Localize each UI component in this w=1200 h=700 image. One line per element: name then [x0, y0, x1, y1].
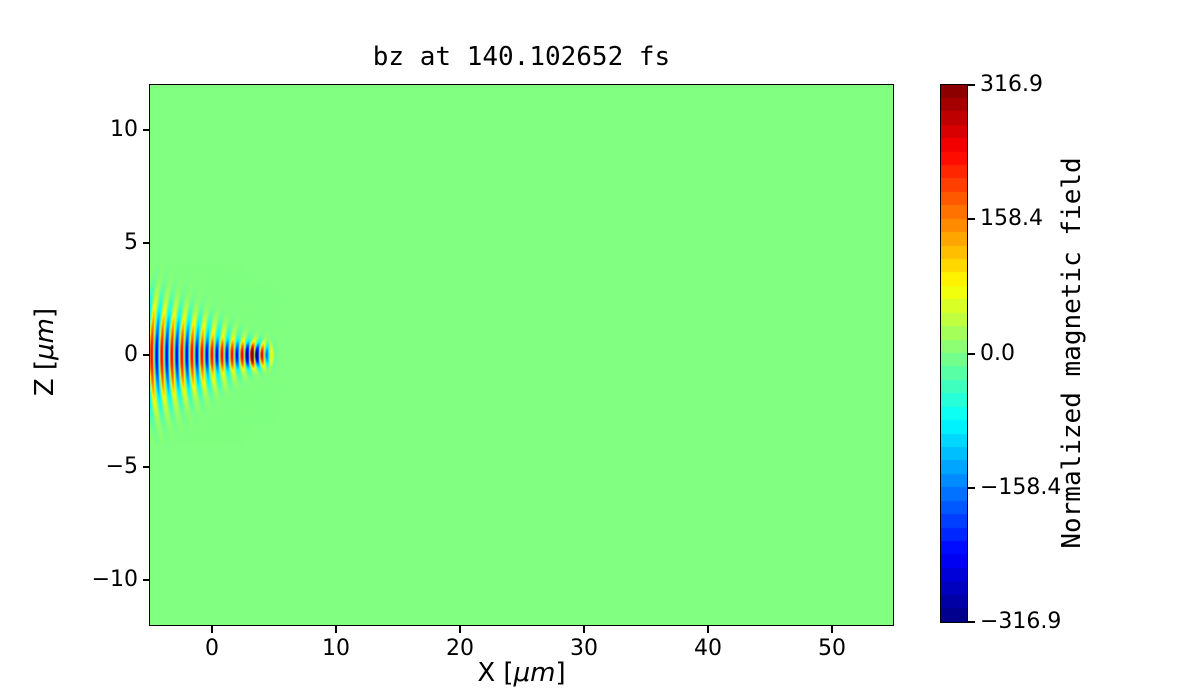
colorbar-tick-label: 316.9 [980, 72, 1043, 97]
y-tick-mark [143, 129, 150, 131]
x-tick: 20 [446, 626, 474, 661]
x-tick: 0 [205, 626, 219, 661]
y-tick-label: −10 [91, 567, 138, 592]
y-label-pre: Z [ [30, 359, 60, 397]
y-tick-label: 10 [110, 117, 138, 142]
x-axis-label: X [μm] [150, 658, 893, 688]
x-tick-mark [335, 626, 337, 633]
x-tick-mark [707, 626, 709, 633]
x-label-pre: X [ [477, 658, 514, 688]
x-tick-mark [459, 626, 461, 633]
x-tick: 10 [322, 626, 350, 661]
y-axis-label: Z [μm] [29, 152, 61, 552]
y-tick: 10 [28, 118, 150, 142]
y-tick: 0 [28, 343, 150, 367]
y-tick-mark [143, 579, 150, 581]
y-tick: 5 [28, 231, 150, 255]
x-tick: 40 [694, 626, 722, 661]
colorbar-tick-mark [968, 353, 975, 355]
colorbar-tick: 0.0 [968, 342, 1015, 366]
x-tick-label: 40 [694, 636, 722, 661]
y-tick-label: −5 [105, 454, 138, 479]
y-tick: −5 [28, 455, 150, 479]
x-tick-mark [583, 626, 585, 633]
y-tick-label: 5 [124, 230, 138, 255]
x-tick: 30 [570, 626, 598, 661]
colorbar-tick-label: 0.0 [980, 341, 1015, 366]
colorbar-tick-label: 158.4 [980, 206, 1043, 231]
colorbar-tick-mark [968, 621, 975, 623]
heatmap-canvas [149, 84, 894, 626]
y-label-post: ] [30, 307, 60, 319]
x-label-post: ] [555, 658, 566, 688]
y-tick-label: 0 [124, 342, 138, 367]
x-tick-label: 10 [322, 636, 350, 661]
plot-title: bz at 140.102652 fs [372, 42, 671, 72]
colorbar-tick-label: −316.9 [980, 609, 1062, 634]
x-tick: 50 [818, 626, 846, 661]
x-tick-label: 50 [818, 636, 846, 661]
colorbar-label: Normalized magnetic field [1057, 157, 1087, 549]
colorbar-tick: −316.9 [968, 610, 1061, 634]
y-tick-mark [143, 354, 150, 356]
colorbar-tick-mark [968, 84, 975, 86]
x-tick-label: 30 [570, 636, 598, 661]
colorbar-tick-mark [968, 487, 975, 489]
y-tick: −10 [28, 568, 150, 592]
colorbar-tick-label: −158.4 [980, 475, 1062, 500]
x-tick-mark [831, 626, 833, 633]
colorbar-tick: 316.9 [968, 73, 1043, 97]
x-label-unit: μm [513, 658, 556, 688]
x-tick-label: 20 [446, 636, 474, 661]
colorbar-tick: 158.4 [968, 207, 1043, 231]
colorbar-tick: −158.4 [968, 476, 1061, 500]
y-tick-mark [143, 242, 150, 244]
y-label-unit: μm [30, 318, 60, 360]
colorbar-canvas [940, 84, 968, 623]
x-tick-label: 0 [205, 636, 219, 661]
y-tick-mark [143, 466, 150, 468]
colorbar-tick-mark [968, 218, 975, 220]
x-tick-mark [211, 626, 213, 633]
